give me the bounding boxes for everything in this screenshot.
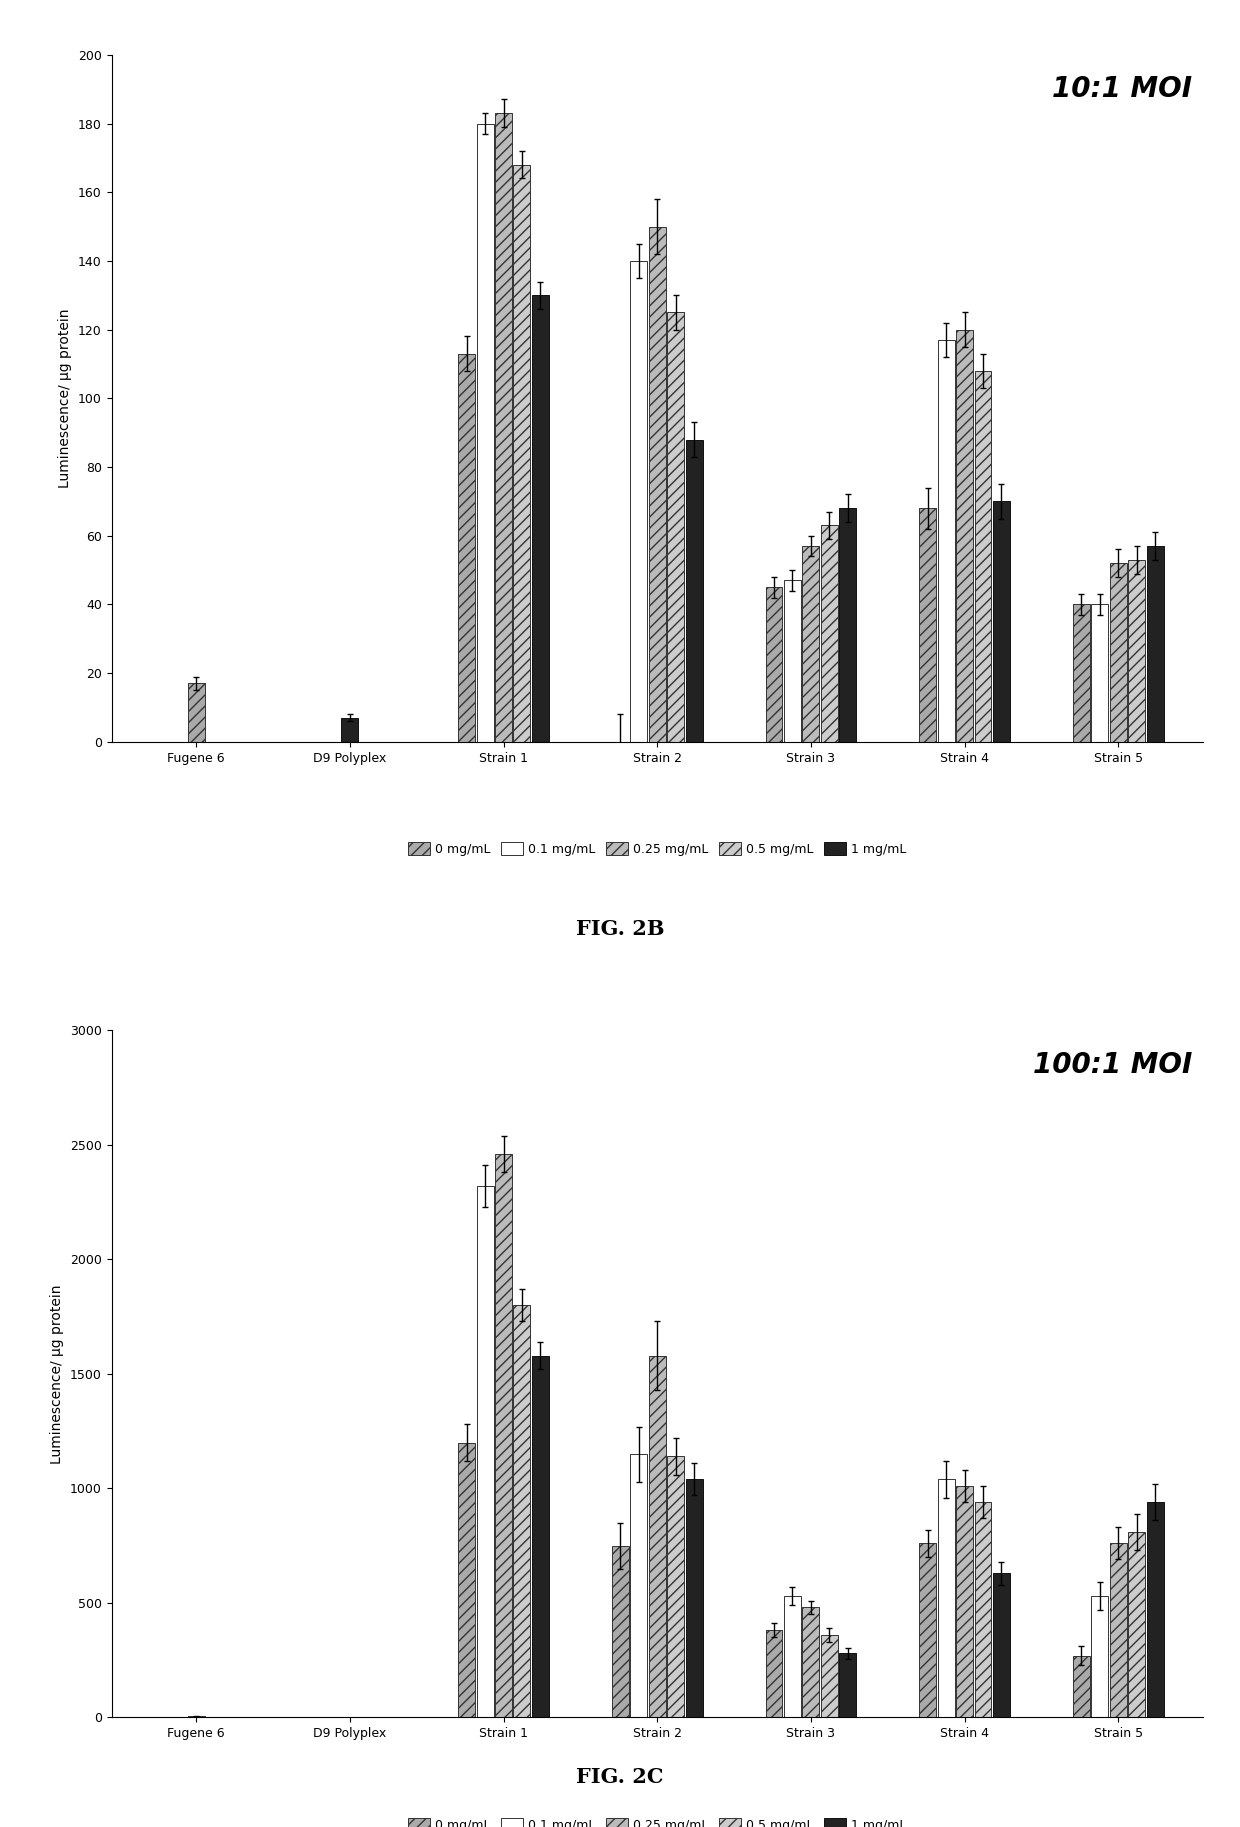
Bar — [839, 1653, 857, 1717]
Bar — [765, 1630, 782, 1717]
Bar — [532, 296, 549, 742]
Bar — [649, 227, 666, 742]
Bar — [686, 440, 703, 742]
Bar — [937, 340, 955, 742]
Bar — [630, 261, 647, 742]
Text: FIG. 2B: FIG. 2B — [575, 919, 665, 939]
Bar — [1110, 563, 1127, 742]
Bar — [839, 508, 857, 742]
Bar — [784, 581, 801, 742]
Bar — [649, 1356, 666, 1717]
Bar — [495, 1155, 512, 1717]
Bar — [187, 683, 205, 742]
Bar — [686, 1480, 703, 1717]
Bar — [1073, 1655, 1090, 1717]
Bar — [975, 1502, 992, 1717]
Bar — [919, 508, 936, 742]
Bar — [765, 586, 782, 742]
Bar — [919, 1544, 936, 1717]
Bar — [802, 1608, 820, 1717]
Text: 100:1 MOI: 100:1 MOI — [1033, 1051, 1192, 1080]
Bar — [667, 1456, 684, 1717]
Bar — [784, 1597, 801, 1717]
Bar — [513, 1304, 531, 1717]
Bar — [993, 501, 1009, 742]
Bar — [821, 1635, 838, 1717]
Bar — [1128, 559, 1146, 742]
Bar — [667, 312, 684, 742]
Bar — [975, 371, 992, 742]
Y-axis label: Luminescence/ µg protein: Luminescence/ µg protein — [51, 1284, 64, 1463]
Bar — [1110, 1544, 1127, 1717]
Bar — [937, 1480, 955, 1717]
Bar — [1128, 1531, 1146, 1717]
Bar — [1091, 1597, 1109, 1717]
Bar — [1147, 546, 1163, 742]
Bar — [476, 124, 494, 742]
Bar — [513, 164, 531, 742]
Bar — [993, 1573, 1009, 1717]
Y-axis label: Luminescence/ µg protein: Luminescence/ µg protein — [58, 309, 72, 488]
Bar — [458, 354, 475, 742]
Bar — [821, 526, 838, 742]
Bar — [611, 1546, 629, 1717]
Text: FIG. 2C: FIG. 2C — [577, 1767, 663, 1787]
Bar — [1147, 1502, 1163, 1717]
Bar — [956, 1485, 973, 1717]
Bar — [630, 1454, 647, 1717]
Legend: 0 mg/mL, 0.1 mg/mL, 0.25 mg/mL, 0.5 mg/mL, 1 mg/mL: 0 mg/mL, 0.1 mg/mL, 0.25 mg/mL, 0.5 mg/m… — [403, 1812, 911, 1827]
Bar — [802, 546, 820, 742]
Legend: 0 mg/mL, 0.1 mg/mL, 0.25 mg/mL, 0.5 mg/mL, 1 mg/mL: 0 mg/mL, 0.1 mg/mL, 0.25 mg/mL, 0.5 mg/m… — [403, 837, 911, 861]
Bar — [341, 718, 358, 742]
Bar — [1073, 605, 1090, 742]
Bar — [495, 113, 512, 742]
Bar — [532, 1356, 549, 1717]
Bar — [956, 329, 973, 742]
Bar — [476, 1186, 494, 1717]
Bar — [1091, 605, 1109, 742]
Text: 10:1 MOI: 10:1 MOI — [1052, 75, 1192, 104]
Bar — [458, 1443, 475, 1717]
